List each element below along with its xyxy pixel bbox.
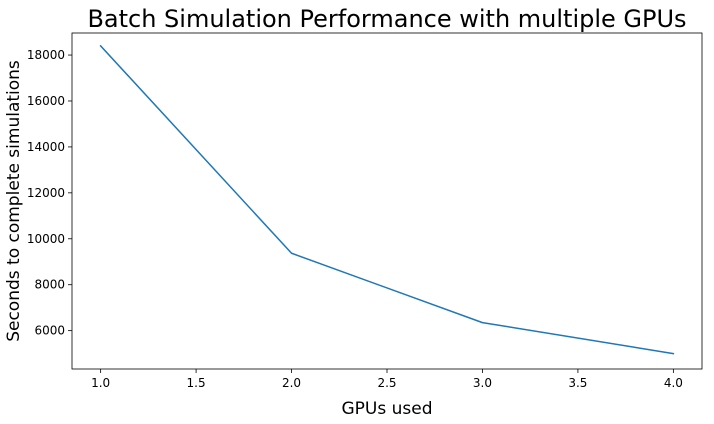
- series-line: [99, 44, 675, 355]
- x-tick-label: 3.0: [473, 376, 492, 390]
- y-tick-label: 14000: [27, 140, 65, 154]
- chart-title: Batch Simulation Performance with multip…: [87, 5, 686, 33]
- x-tick-label: 1.5: [187, 376, 206, 390]
- y-tick-label: 6000: [34, 324, 65, 338]
- axes-frame: [71, 32, 703, 370]
- x-tick-label: 1.0: [91, 376, 110, 390]
- y-axis-label: Seconds to complete simulations: [4, 60, 24, 342]
- y-tick-label: 12000: [27, 186, 65, 200]
- x-axis: 1.0 1.5 2.0 2.5 3.0 3.5 4.0: [91, 369, 683, 390]
- plot-area: 1.0 1.5 2.0 2.5 3.0 3.5 4.0 6000 8000 10000 12000…: [27, 32, 703, 390]
- x-tick-label: 3.5: [568, 376, 587, 390]
- y-tick-label: 8000: [34, 278, 65, 292]
- x-tick-label: 4.0: [664, 376, 683, 390]
- series-layer: [99, 44, 675, 355]
- x-tick-label: 2.5: [377, 376, 396, 390]
- y-axis: 6000 8000 10000 12000 14000 16000 18000: [27, 48, 72, 338]
- y-tick-label: 18000: [27, 48, 65, 62]
- y-tick-label: 16000: [27, 94, 65, 108]
- x-axis-label: GPUs used: [341, 399, 432, 419]
- y-tick-label: 10000: [27, 232, 65, 246]
- x-tick-label: 2.0: [282, 376, 301, 390]
